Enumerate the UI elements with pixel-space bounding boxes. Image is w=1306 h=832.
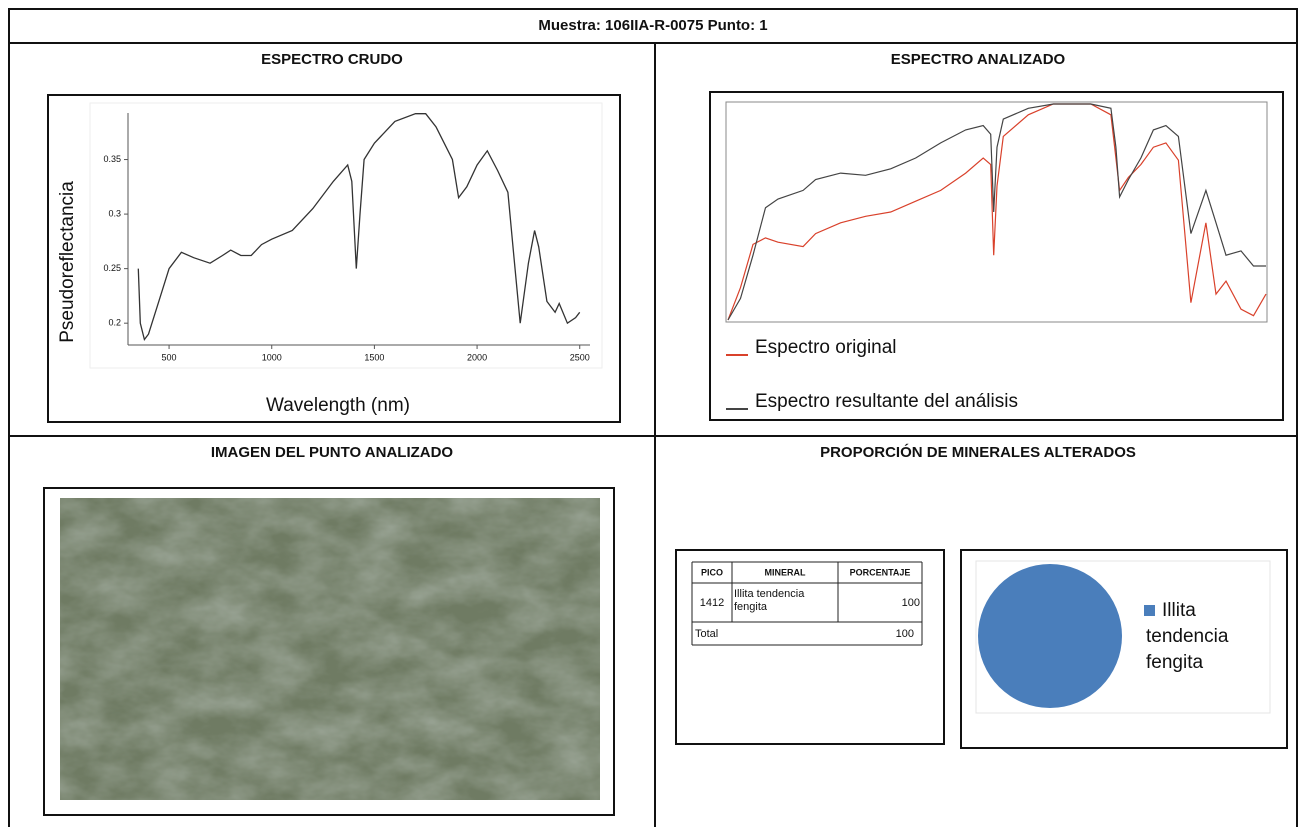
panel-box [960, 549, 1288, 749]
plot-frame [725, 101, 1268, 323]
legend-label: Espectro original [755, 337, 897, 358]
spectrum-line [137, 113, 581, 341]
y-tick-label: 0.25 [103, 263, 121, 273]
section-title: IMAGEN DEL PUNTO ANALIZADO [211, 444, 454, 461]
pie-slice [978, 564, 1122, 708]
legend-label: Illita tendencia fengita [1146, 600, 1229, 673]
section-title: ESPECTRO CRUDO [261, 51, 403, 68]
x-tick-label: 1000 [262, 352, 282, 362]
plot-background [89, 102, 603, 369]
panel-box [709, 91, 1284, 421]
frame [8, 8, 1298, 832]
panel-box [43, 487, 615, 816]
panel-box [47, 94, 621, 423]
table-cell: 1412 [700, 597, 724, 609]
x-tick-label: 500 [162, 352, 177, 362]
section-title: ESPECTRO ANALIZADO [891, 51, 1066, 68]
page-title: Muestra: 106IIA-R-0075 Punto: 1 [538, 17, 767, 34]
y-tick-label: 0.3 [108, 208, 121, 218]
table-header: PORCENTAJE [850, 567, 911, 577]
y-axis-label: Pseudoreflectancia [57, 181, 78, 343]
table-cell: Illita tendencia fengita [734, 588, 805, 613]
point-image-texture [60, 498, 600, 800]
y-tick-label: 0.35 [103, 154, 121, 164]
panel-box [675, 549, 945, 745]
table-total-value: 100 [896, 628, 914, 640]
x-tick-label: 2000 [467, 352, 487, 362]
table-header: MINERAL [765, 567, 806, 577]
x-axis-label: Wavelength (nm) [266, 395, 410, 416]
spectrum-line [727, 103, 1266, 321]
table-header: PICO [701, 567, 723, 577]
spectrum-line [727, 103, 1267, 321]
outer-border [8, 8, 1298, 832]
y-tick-label: 0.2 [108, 318, 121, 328]
x-tick-label: 1500 [364, 352, 384, 362]
table-cell: 100 [902, 597, 920, 609]
x-tick-label: 2500 [570, 352, 590, 362]
legend-swatch [1144, 605, 1155, 616]
legend-label: Espectro resultante del análisis [755, 391, 1018, 412]
table-total-label: Total [695, 628, 718, 640]
section-title: PROPORCIÓN DE MINERALES ALTERADOS [820, 443, 1136, 461]
